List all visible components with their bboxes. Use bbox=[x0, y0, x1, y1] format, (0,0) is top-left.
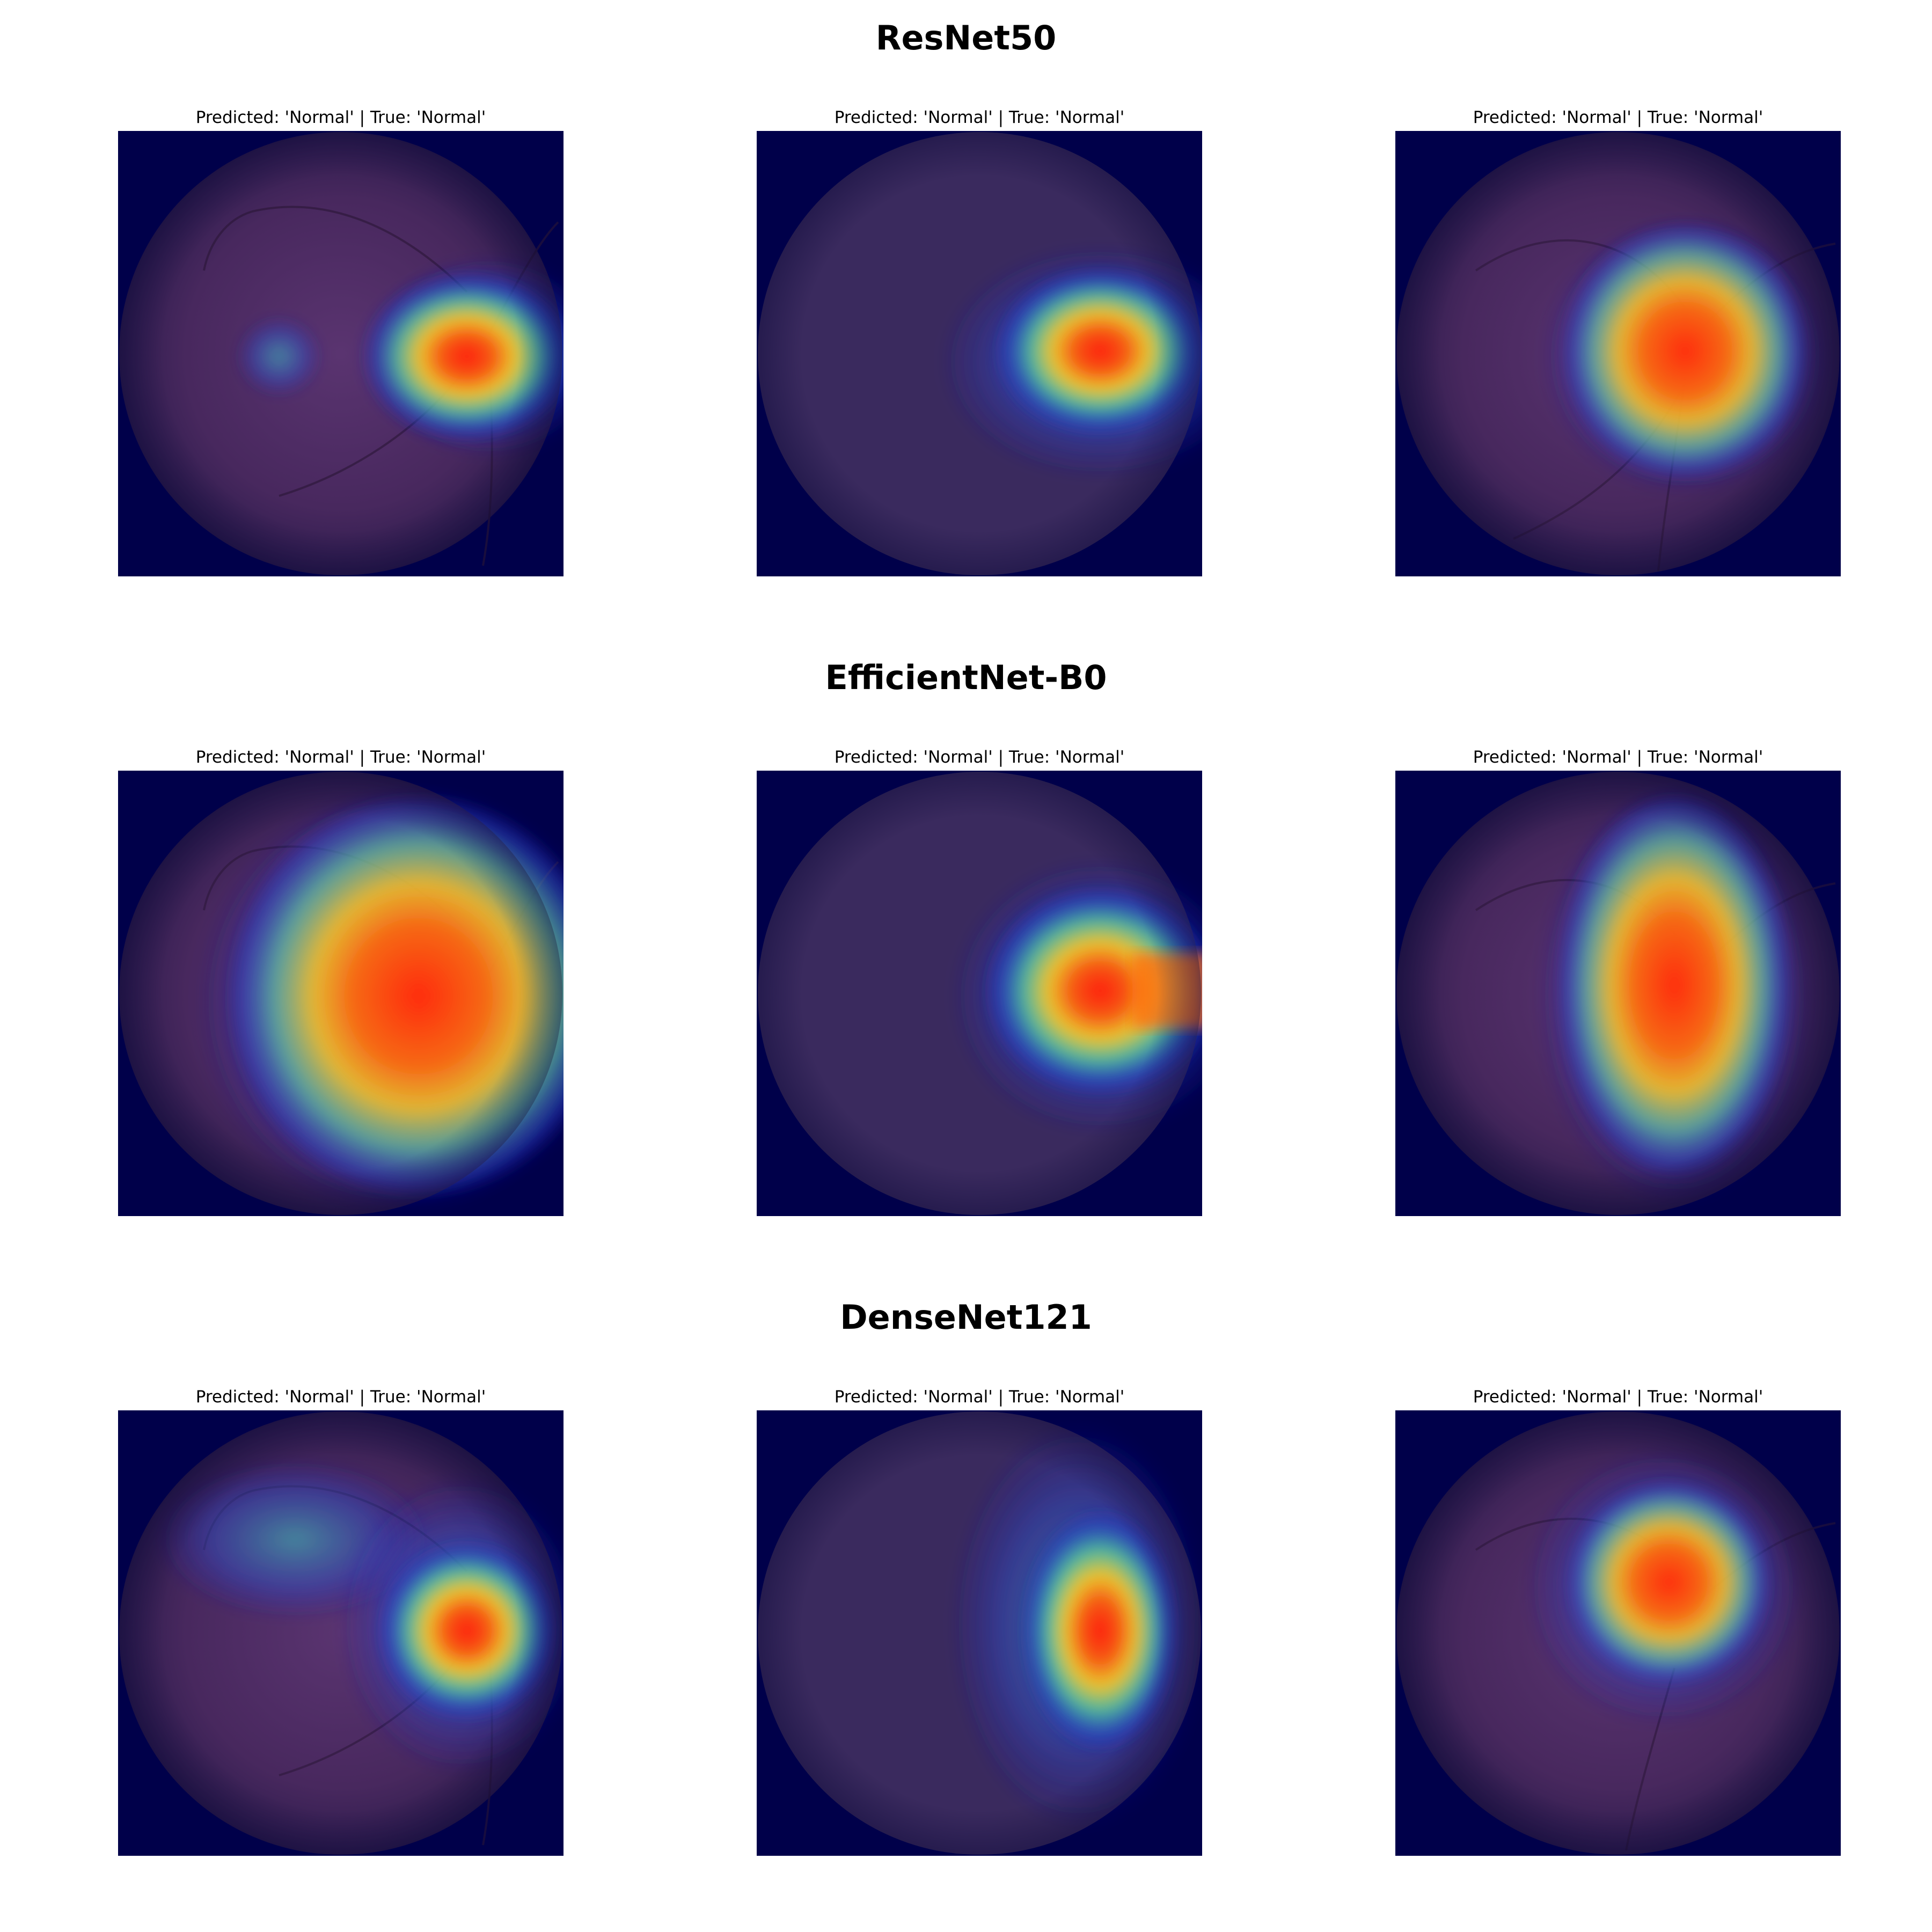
heatmap-panel-densenet121-1 bbox=[118, 1410, 564, 1856]
heatmap-panel-densenet121-3 bbox=[1395, 1410, 1841, 1856]
fundus-gradcam-image bbox=[758, 772, 1202, 1215]
fundus-gradcam-image bbox=[758, 1411, 1202, 1855]
fundus-gradcam-image bbox=[119, 772, 564, 1216]
fundus-gradcam-image bbox=[1396, 1411, 1840, 1855]
fundus-gradcam-image bbox=[1396, 132, 1840, 575]
heatmap-panel-efficientnet-b0-3 bbox=[1395, 771, 1841, 1216]
panel-caption: Predicted: 'Normal' | True: 'Normal' bbox=[834, 108, 1125, 127]
panel-caption: Predicted: 'Normal' | True: 'Normal' bbox=[1473, 1387, 1763, 1407]
heatmap-panel-resnet50-1 bbox=[118, 131, 564, 576]
panel-caption: Predicted: 'Normal' | True: 'Normal' bbox=[834, 748, 1125, 767]
heatmap-panel-resnet50-2 bbox=[757, 131, 1202, 576]
fundus-gradcam-image bbox=[119, 132, 564, 575]
heatmap-panel-resnet50-3 bbox=[1395, 131, 1841, 576]
heatmap-panel-efficientnet-b0-2 bbox=[757, 771, 1202, 1216]
panel-caption: Predicted: 'Normal' | True: 'Normal' bbox=[195, 1387, 486, 1407]
panel-caption: Predicted: 'Normal' | True: 'Normal' bbox=[834, 1387, 1125, 1407]
fundus-gradcam-image bbox=[758, 132, 1202, 575]
heatmap-panel-efficientnet-b0-1 bbox=[118, 771, 564, 1216]
panel-caption: Predicted: 'Normal' | True: 'Normal' bbox=[195, 748, 486, 767]
panel-caption: Predicted: 'Normal' | True: 'Normal' bbox=[1473, 748, 1763, 767]
row-title-efficientnet-b0: EfficientNet-B0 bbox=[825, 658, 1107, 697]
row-title-densenet121: DenseNet121 bbox=[840, 1298, 1092, 1337]
heatmap-panel-densenet121-2 bbox=[757, 1410, 1202, 1856]
row-title-resnet50: ResNet50 bbox=[875, 18, 1057, 57]
fundus-gradcam-image bbox=[119, 1411, 564, 1855]
panel-caption: Predicted: 'Normal' | True: 'Normal' bbox=[1473, 108, 1763, 127]
fundus-gradcam-image bbox=[1396, 772, 1840, 1215]
panel-caption: Predicted: 'Normal' | True: 'Normal' bbox=[195, 108, 486, 127]
